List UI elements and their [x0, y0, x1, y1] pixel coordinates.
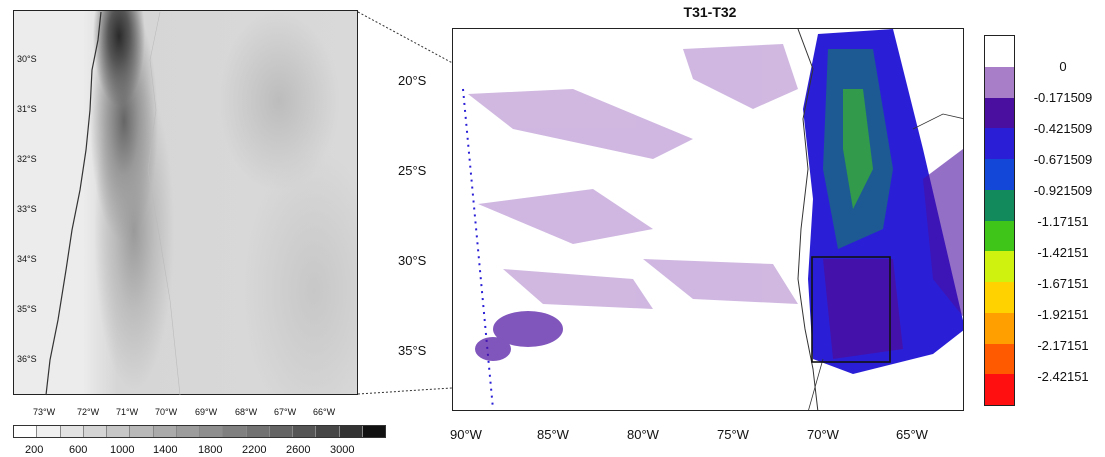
elevation-swatch	[83, 426, 107, 437]
elevation-swatch	[362, 426, 385, 437]
colorbar-swatch	[985, 220, 1014, 252]
colorbar-label: -1.67151	[1037, 276, 1089, 291]
left-lat-label: 32°S	[17, 154, 37, 164]
left-lon-label: 68°W	[235, 407, 258, 417]
elevation-swatch	[339, 426, 363, 437]
left-lat-label: 31°S	[17, 104, 37, 114]
elevation-swatch	[37, 426, 61, 437]
colorbar-swatch	[985, 66, 1014, 98]
elevation-colorbar	[13, 425, 386, 438]
colorbar-label: -0.671509	[1033, 152, 1093, 167]
elevation-label: 1800	[198, 444, 223, 456]
elevation-swatch	[246, 426, 270, 437]
right-lon-label: 90°W	[450, 427, 482, 442]
elevation-label: 3000	[330, 444, 355, 456]
satellite-swath	[462, 29, 963, 410]
right-lon-label: 85°W	[537, 427, 569, 442]
colorbar-swatch	[985, 343, 1014, 375]
colorbar-label: -0.421509	[1033, 121, 1093, 136]
elevation-swatch	[60, 426, 84, 437]
elevation-map	[13, 10, 358, 395]
elevation-label: 1000	[110, 444, 135, 456]
elevation-swatch	[223, 426, 247, 437]
left-border	[147, 11, 181, 396]
left-lon-label: 73°W	[33, 407, 56, 417]
elevation-swatch	[293, 426, 317, 437]
colorbar-swatch	[985, 36, 1014, 67]
left-lon-label: 72°W	[77, 407, 100, 417]
colorbar-label: 0	[1059, 59, 1067, 74]
right-lat-label: 35°S	[398, 343, 427, 358]
elevation-label: 2600	[286, 444, 311, 456]
colorbar-label: -2.42151	[1037, 369, 1089, 384]
right-lat-label: 20°S	[398, 73, 427, 88]
elevation-label: 200	[25, 444, 44, 456]
elevation-swatch	[316, 426, 340, 437]
colorbar-swatch	[985, 251, 1014, 282]
right-lon-label: 70°W	[807, 427, 839, 442]
left-lat-label: 35°S	[17, 304, 37, 314]
colorbar-swatch	[985, 97, 1014, 129]
left-lat-label: 36°S	[17, 354, 37, 364]
colorbar-label: -0.921509	[1033, 183, 1093, 198]
left-lon-label: 66°W	[313, 407, 336, 417]
left-lon-label: 70°W	[155, 407, 178, 417]
left-lat-label: 34°S	[17, 254, 37, 264]
zoom-region-box	[811, 256, 891, 363]
elevation-swatch	[130, 426, 154, 437]
right-lon-label: 65°W	[896, 427, 928, 442]
coastline	[797, 29, 819, 410]
right-lon-label: 75°W	[717, 427, 749, 442]
colorbar-swatch	[985, 159, 1014, 190]
left-coastline	[45, 11, 102, 396]
left-lon-label: 69°W	[195, 407, 218, 417]
colorbar-label: -2.17151	[1037, 338, 1089, 353]
elevation-swatch	[107, 426, 131, 437]
elevation-swatch	[200, 426, 224, 437]
left-lon-label: 67°W	[274, 407, 297, 417]
colorbar-swatch	[985, 374, 1014, 405]
right-lat-label: 25°S	[398, 163, 427, 178]
swath-edge	[462, 88, 494, 410]
elevation-swatch	[176, 426, 200, 437]
colorbar-label: -0.171509	[1033, 90, 1093, 105]
elevation-label: 600	[69, 444, 88, 456]
left-lat-label: 30°S	[17, 54, 37, 64]
colorbar-label: -1.17151	[1037, 214, 1089, 229]
elevation-swatch	[269, 426, 293, 437]
lower-left-patches	[475, 311, 563, 361]
right-lat-label: 30°S	[398, 253, 427, 268]
brightness-temperature-map	[452, 28, 964, 411]
colorbar-label: -1.92151	[1037, 307, 1089, 322]
map-title: T31-T32	[683, 4, 737, 20]
colorbar-swatch	[985, 189, 1014, 221]
light-purple-patches	[468, 44, 798, 309]
elevation-label: 1400	[153, 444, 178, 456]
elevation-label: 2200	[242, 444, 267, 456]
colorbar-label: -1.42151	[1037, 245, 1089, 260]
temperature-difference-colorbar	[984, 35, 1015, 406]
elevation-swatch	[153, 426, 177, 437]
colorbar-swatch	[985, 282, 1014, 313]
elevation-swatch	[14, 426, 38, 437]
colorbar-swatch	[985, 312, 1014, 344]
left-lon-label: 71°W	[116, 407, 139, 417]
colorbar-swatch	[985, 128, 1014, 159]
right-lon-label: 80°W	[627, 427, 659, 442]
country-border	[808, 358, 824, 410]
left-lat-label: 33°S	[17, 204, 37, 214]
